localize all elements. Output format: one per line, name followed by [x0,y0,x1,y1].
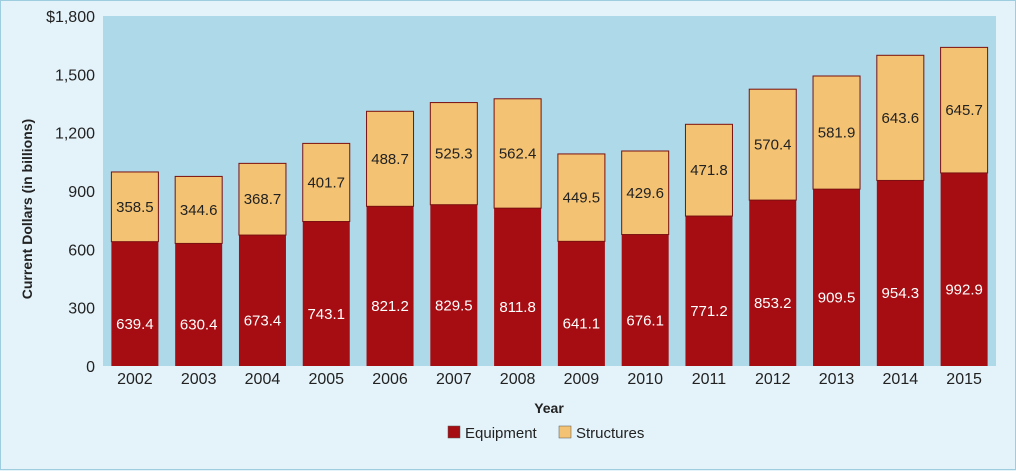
data-label-equipment-2002: 639.4 [116,316,154,333]
bar-equipment-2008 [494,208,542,366]
y-axis-ticks: 0 300 600 900 1,200 1,500 $1,800 [46,9,95,376]
data-label-structures-2013: 581.9 [818,125,856,142]
y-tick-label: 1,200 [55,126,95,143]
bar-equipment-2003 [175,243,223,366]
x-tick-label: 2014 [883,371,919,388]
bar-equipment-2009 [557,241,605,366]
x-tick-label: 2012 [755,371,791,388]
data-label-equipment-2004: 673.4 [244,313,282,330]
data-label-structures-2002: 358.5 [116,199,154,216]
bars-group [110,46,989,366]
data-label-structures-2009: 449.5 [563,190,601,207]
data-label-equipment-2010: 676.1 [626,312,664,329]
bar-structures-2002 [110,171,159,243]
x-tick-label: 2010 [627,371,663,388]
x-tick-label: 2015 [946,371,982,388]
x-tick-label: 2004 [245,371,281,388]
bar-equipment-2004 [238,235,286,366]
x-tick-label: 2002 [117,371,153,388]
data-label-structures-2004: 368.7 [244,191,282,208]
data-label-equipment-2005: 743.1 [307,306,345,323]
x-tick-label: 2006 [372,371,408,388]
data-label-equipment-2006: 821.2 [371,298,409,315]
x-axis-title: Year [534,400,564,416]
y-tick-label: 600 [68,242,95,259]
data-label-equipment-2007: 829.5 [435,297,473,314]
y-axis-title: Current Dollars (in billions) [19,119,35,299]
data-label-equipment-2009: 641.1 [563,316,601,333]
data-label-structures-2014: 643.6 [882,110,920,127]
y-tick-label: 900 [68,184,95,201]
y-tick-label: 300 [68,301,95,318]
bar-equipment-2011 [685,216,733,366]
data-label-equipment-2003: 630.4 [180,317,218,334]
bar-equipment-2002 [111,241,159,366]
y-tick-label: 0 [86,359,95,376]
y-tick-label: $1,800 [46,9,95,26]
data-label-structures-2012: 570.4 [754,137,792,154]
bar-structures-2014 [876,54,925,181]
bar-equipment-2012 [749,200,797,366]
data-label-equipment-2013: 909.5 [818,290,856,307]
bar-structures-2013 [812,75,861,190]
bar-structures-2003 [174,175,223,244]
bar-structures-2005 [302,142,351,223]
bar-structures-2008 [493,98,542,209]
bar-equipment-2014 [876,180,924,366]
data-label-equipment-2012: 853.2 [754,295,792,312]
x-tick-label: 2003 [181,371,217,388]
data-label-structures-2010: 429.6 [626,185,664,202]
bar-structures-2007 [429,102,478,206]
data-label-equipment-2015: 992.9 [945,281,983,298]
x-axis-ticks: 2002 2003 2004 2005 2006 2007 2008 2009 2010 2011… [117,371,982,388]
data-label-structures-2007: 525.3 [435,146,473,163]
plot-area [103,16,996,366]
bar-structures-2015 [940,46,989,174]
bar-structures-2011 [684,123,733,217]
data-label-structures-2011: 471.8 [690,162,728,179]
data-label-structures-2003: 344.6 [180,202,218,219]
x-tick-label: 2005 [308,371,344,388]
bar-structures-2006 [366,110,415,207]
bar-equipment-2006 [366,206,414,366]
bar-structures-2009 [557,153,606,242]
bar-equipment-2013 [813,189,861,366]
legend-swatch-structures [558,425,572,439]
bar-equipment-2007 [430,204,478,366]
x-tick-label: 2008 [500,371,536,388]
legend: Equipment Structures [447,425,644,442]
bar-structures-2012 [748,88,797,201]
data-label-structures-2005: 401.7 [307,174,345,191]
data-label-equipment-2014: 954.3 [882,285,920,302]
x-tick-label: 2013 [819,371,855,388]
bar-equipment-2010 [621,234,669,366]
data-label-equipment-2008: 811.8 [499,299,535,316]
bar-structures-2010 [621,150,670,236]
data-labels-group: 639.4 358.5 630.4 344.6 673.4 368.7 743.1 401.7… [116,102,983,334]
data-label-structures-2015: 645.7 [945,102,983,119]
data-label-equipment-2011: 771.2 [690,303,728,320]
bar-equipment-2015 [940,172,988,366]
legend-label-structures: Structures [576,425,644,442]
legend-swatch-equipment [447,425,461,439]
data-label-structures-2006: 488.7 [371,151,409,168]
legend-label-equipment: Equipment [465,425,538,442]
y-tick-label: 1,500 [55,67,95,84]
data-label-structures-2008: 562.4 [499,145,537,162]
x-tick-label: 2009 [564,371,600,388]
x-tick-label: 2011 [692,371,727,388]
bar-structures-2004 [238,162,287,236]
bar-equipment-2005 [302,221,350,366]
x-tick-label: 2007 [436,371,472,388]
